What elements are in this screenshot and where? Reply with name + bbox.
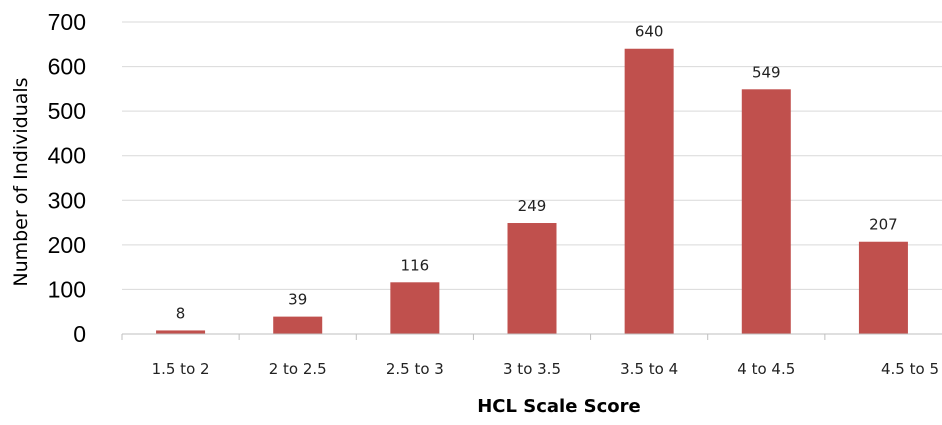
bar	[507, 223, 557, 334]
x-tick-label: 4.5 to 5	[881, 360, 939, 378]
x-tick-label: 2.5 to 3	[386, 360, 444, 378]
y-tick-label: 300	[48, 187, 86, 213]
y-tick-label: 700	[48, 9, 86, 35]
data-label: 8	[176, 304, 186, 322]
y-tick-label: 100	[48, 276, 86, 302]
y-tick-label: 400	[48, 143, 86, 169]
x-tick-label: 1.5 to 2	[152, 360, 210, 378]
bar	[156, 330, 206, 334]
y-axis-ticks: 0 100 200 300 400 500 600 700	[48, 9, 86, 347]
data-label: 640	[635, 23, 664, 41]
y-tick-label: 0	[73, 321, 86, 347]
bar	[273, 316, 323, 334]
bar	[741, 89, 791, 334]
bar	[858, 241, 908, 334]
gridlines	[122, 21, 942, 290]
data-label: 549	[752, 63, 781, 81]
bar	[624, 48, 674, 334]
data-label: 207	[869, 216, 898, 234]
x-axis-label: HCL Scale Score	[477, 396, 641, 417]
x-tick-label: 3 to 3.5	[503, 360, 561, 378]
x-tick-label: 2 to 2.5	[269, 360, 327, 378]
data-label: 39	[288, 291, 307, 309]
y-tick-label: 200	[48, 232, 86, 258]
bar	[390, 282, 440, 334]
y-axis-label: Number of Individuals	[10, 77, 32, 286]
y-tick-label: 600	[48, 54, 86, 80]
data-label: 249	[518, 197, 547, 215]
data-labels: 8 39 116 249 640 549 207	[176, 23, 898, 323]
x-tick-label: 3.5 to 4	[620, 360, 678, 378]
bars	[156, 48, 908, 334]
x-axis-ticks: 1.5 to 2 2 to 2.5 2.5 to 3 3 to 3.5 3.5 to 4…	[121, 334, 939, 378]
y-tick-label: 500	[48, 98, 86, 124]
data-label: 116	[401, 256, 430, 274]
x-tick-label: 4 to 4.5	[737, 360, 795, 378]
